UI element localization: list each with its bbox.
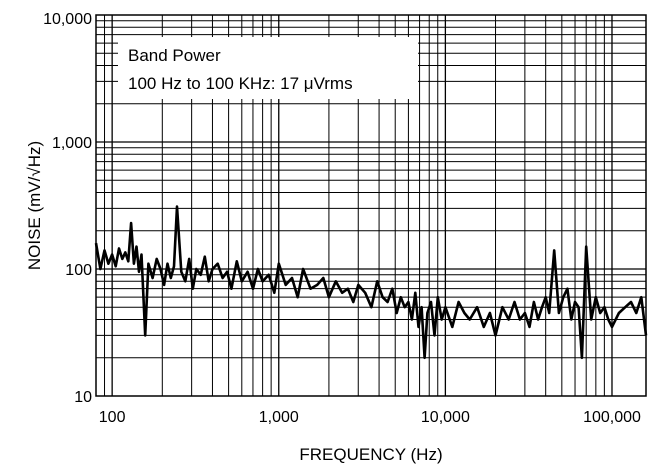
y-tick-label: 10,000 (43, 11, 92, 28)
x-tick-label: 100 (99, 409, 126, 426)
y-tick-label: 1,000 (52, 135, 92, 152)
x-axis-title: FREQUENCY (Hz) (299, 445, 442, 464)
x-tick-label: 100,000 (583, 409, 641, 426)
y-tick-label: 10 (74, 389, 92, 406)
x-axis-tick-labels: 100 1,000 10,000 100,000 (99, 409, 641, 426)
annotation-title: Band Power (128, 46, 221, 65)
y-tick-label: 100 (65, 262, 92, 279)
plot-area-frame (95, 14, 647, 397)
y-axis-title: NOISE (mV/√Hz) (25, 141, 44, 270)
band-power-annotation: Band Power 100 Hz to 100 KHz: 17 μVrms (118, 37, 418, 99)
annotation-band-power-value: 100 Hz to 100 KHz: 17 μVrms (128, 74, 353, 93)
y-axis-tick-labels: 10 100 1,000 10,000 (43, 11, 92, 406)
noise-series-line (94, 205, 648, 360)
x-tick-label: 10,000 (421, 409, 470, 426)
x-tick-label: 1,000 (259, 409, 299, 426)
chart-series-group (94, 205, 648, 360)
annotation-box (118, 37, 418, 99)
